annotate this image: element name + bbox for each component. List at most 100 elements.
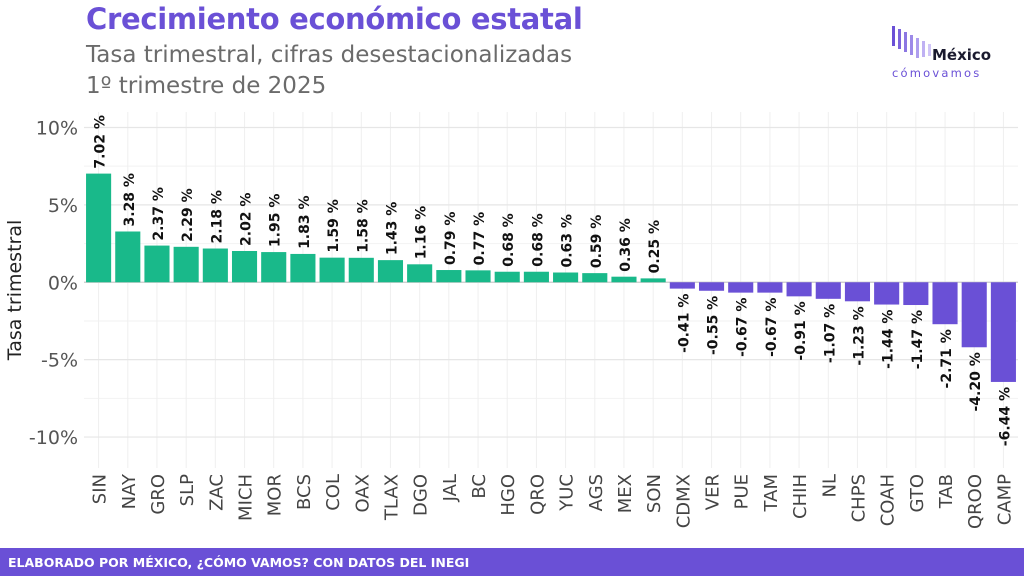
x-tick-label: CHIH — [790, 474, 811, 519]
bar-chart: 10% 5% 0% -5% -10% Tasa trimestral 7.02 % SIN 3.… — [4, 112, 1018, 529]
bar-bcs — [290, 253, 316, 283]
value-label: -1.07 % — [822, 304, 838, 363]
x-tick-label: PUE — [732, 474, 753, 509]
x-tick-label: TAB — [936, 474, 957, 509]
value-label: 0.79 % — [443, 212, 459, 265]
bar-slp — [173, 246, 199, 283]
x-tick-label: MICH — [236, 474, 257, 521]
value-label: 2.02 % — [239, 193, 255, 246]
bar-mor — [261, 252, 287, 283]
value-label: 1.16 % — [414, 206, 430, 259]
value-label: -1.47 % — [910, 310, 926, 369]
logo-bars-icon — [892, 26, 931, 58]
logo-word: México — [932, 46, 992, 64]
x-tick-label: JAL — [440, 474, 461, 502]
bar-nay — [115, 231, 141, 283]
bar-yuc — [553, 272, 579, 283]
x-tick-label: CDMX — [673, 474, 694, 528]
value-label: -2.71 % — [939, 329, 955, 388]
bar-gto — [903, 282, 929, 306]
x-tick-label: YUC — [557, 474, 578, 512]
value-label: -6.44 % — [997, 387, 1013, 446]
bar-tam — [757, 282, 783, 293]
value-label: 0.77 % — [472, 212, 488, 265]
bar-cdmx — [669, 282, 695, 289]
x-tick-label: NAY — [119, 473, 140, 509]
x-tick-label: QRO — [527, 474, 548, 515]
value-label: 0.68 % — [530, 213, 546, 266]
subtitle-line-1: Tasa trimestral, cifras desestacionaliza… — [86, 42, 573, 68]
bar-son — [640, 278, 666, 283]
bar-ver — [698, 282, 725, 291]
value-label: 7.02 % — [93, 115, 109, 168]
value-label: 0.68 % — [501, 213, 517, 266]
chart-subtitle: Tasa trimestral, cifras desestacionaliza… — [86, 40, 572, 102]
x-tick-label: SLP — [177, 474, 198, 506]
value-label: -4.20 % — [968, 352, 984, 411]
bar-jal — [436, 270, 462, 283]
value-label: -0.55 % — [706, 296, 722, 355]
bar-gro — [144, 245, 170, 283]
bar-tlax — [377, 260, 404, 283]
bar-bc — [465, 270, 491, 283]
bar-coah — [874, 282, 900, 305]
x-tick-label: COL — [323, 474, 344, 511]
x-tick-label: ZAC — [206, 474, 227, 511]
footer-bar: ELABORADO POR MÉXICO, ¿CÓMO VAMOS? CON D… — [0, 548, 1024, 576]
x-tick-label: CHPS — [848, 474, 869, 522]
x-tick-label: CAMP — [994, 474, 1015, 525]
x-tick-label: SIN — [90, 474, 111, 504]
value-label: 1.43 % — [384, 202, 400, 255]
value-label: 2.29 % — [180, 188, 196, 241]
value-label: 2.37 % — [151, 187, 167, 240]
y-tick-label: -5% — [41, 350, 78, 372]
x-tick-label: GRO — [148, 474, 169, 515]
value-label: 3.28 % — [122, 173, 138, 226]
x-tick-label: COAH — [878, 474, 899, 526]
bar-dgo — [407, 264, 433, 283]
bar-qro — [523, 271, 549, 283]
value-label: -0.91 % — [793, 301, 809, 360]
value-label: 2.18 % — [209, 190, 225, 243]
bar-col — [319, 257, 345, 283]
footer-text: ELABORADO POR MÉXICO, ¿CÓMO VAMOS? CON D… — [8, 555, 470, 570]
value-label: -1.44 % — [881, 310, 897, 369]
value-label: 1.59 % — [326, 199, 342, 252]
value-label: -0.41 % — [676, 294, 692, 353]
bar-sin — [86, 173, 112, 283]
bar-chps — [844, 282, 871, 302]
value-label: 1.95 % — [268, 194, 284, 247]
value-label: 1.58 % — [355, 199, 371, 252]
y-axis-title: Tasa trimestral — [4, 220, 26, 362]
logo-sub: cómovamos — [892, 66, 982, 80]
x-tick-label: TAM — [761, 474, 782, 512]
x-tick-label: SON — [644, 474, 665, 513]
bar-zac — [202, 248, 228, 283]
value-label: 1.83 % — [297, 195, 313, 248]
subtitle-line-2: 1º trimestre de 2025 — [86, 73, 327, 99]
x-tick-label: BCS — [294, 474, 315, 510]
x-tick-label: BC — [469, 474, 490, 499]
x-tick-label: VER — [703, 474, 724, 510]
bar-ags — [582, 273, 608, 283]
value-label: 0.36 % — [618, 218, 634, 271]
x-tick-label: HGO — [498, 474, 519, 516]
bar-nl — [815, 282, 841, 299]
x-tick-label: MEX — [615, 474, 636, 513]
bar-mich — [231, 250, 258, 283]
x-tick-label: OAX — [352, 474, 373, 513]
value-label: -0.67 % — [764, 298, 780, 357]
bar-pue — [728, 282, 754, 293]
bar-oax — [348, 257, 374, 283]
y-tick-label: 10% — [36, 117, 78, 139]
value-label: 0.59 % — [589, 215, 605, 268]
x-tick-label: GTO — [907, 474, 928, 512]
bar-hgo — [494, 271, 520, 283]
y-tick-label: 0% — [48, 272, 78, 294]
bar-tab — [932, 282, 958, 325]
value-label: 0.25 % — [647, 220, 663, 273]
x-tick-label: TLAX — [381, 474, 402, 521]
x-tick-label: QROO — [965, 474, 986, 529]
x-tick-label: MOR — [265, 474, 286, 516]
bar-camp — [990, 282, 1016, 382]
